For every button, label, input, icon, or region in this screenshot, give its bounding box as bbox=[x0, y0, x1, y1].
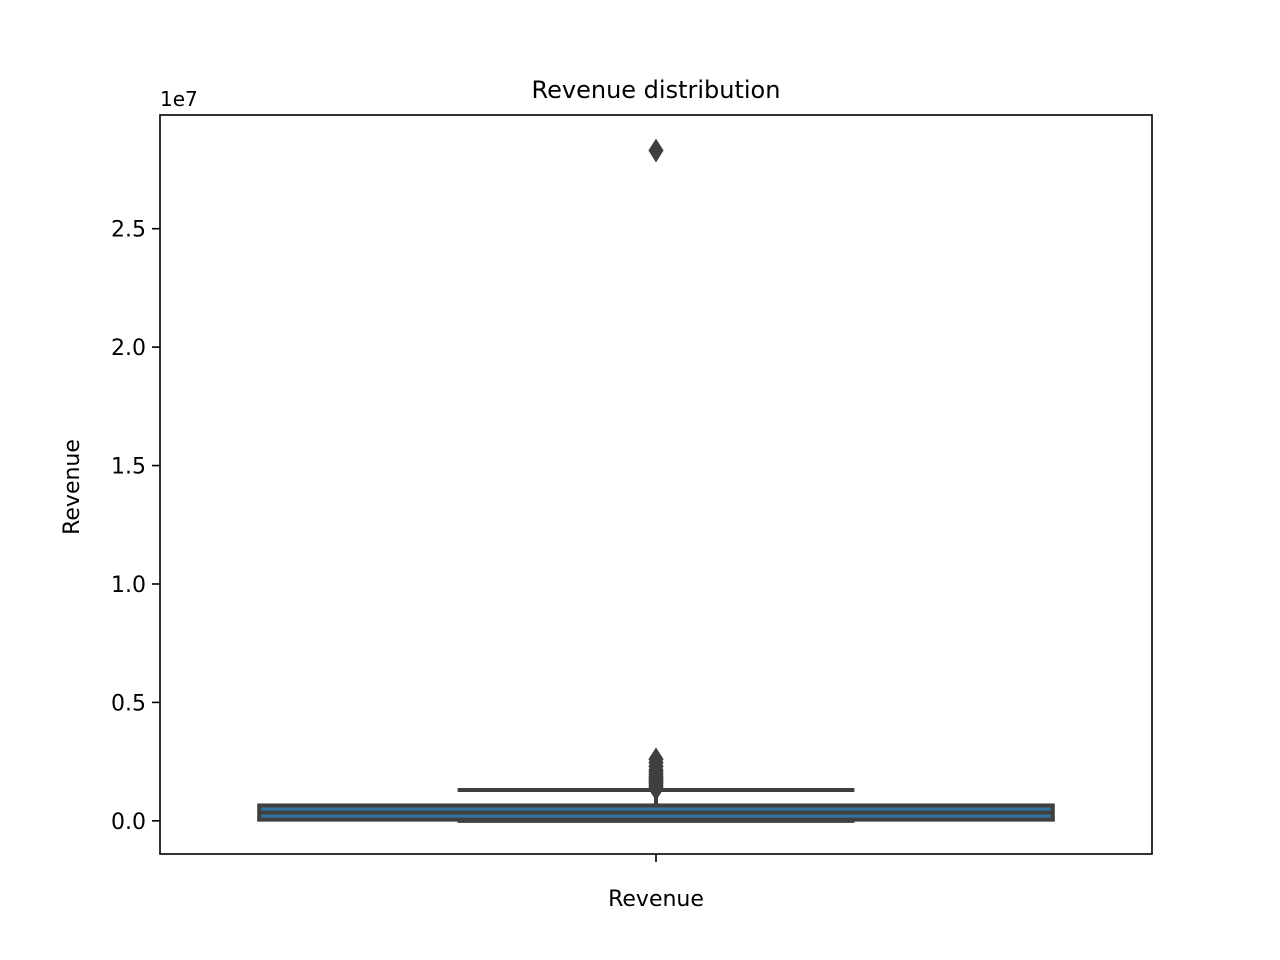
outlier-point bbox=[648, 138, 664, 163]
y-tick-label: 1.0 bbox=[111, 573, 146, 598]
y-axis-label: Revenue bbox=[60, 439, 85, 535]
y-tick-label: 2.0 bbox=[111, 336, 146, 361]
y-tick-label: 0.5 bbox=[111, 691, 146, 716]
y-tick-label: 0.0 bbox=[111, 810, 146, 835]
outlier-point bbox=[648, 747, 664, 772]
box-plot-group bbox=[257, 138, 1055, 823]
plot-frame bbox=[159, 114, 1153, 855]
x-axis-ticks: Revenue bbox=[608, 854, 704, 912]
y-tick-label: 1.5 bbox=[111, 455, 146, 480]
y-axis-ticks: 0.0 0.5 1.0 1.5 2.0 2.5 bbox=[111, 218, 160, 835]
offset-text: 1e7 bbox=[160, 87, 198, 111]
y-tick-label: 2.5 bbox=[111, 218, 146, 243]
x-tick-label: Revenue bbox=[608, 887, 704, 912]
chart-title: Revenue distribution bbox=[532, 76, 781, 104]
